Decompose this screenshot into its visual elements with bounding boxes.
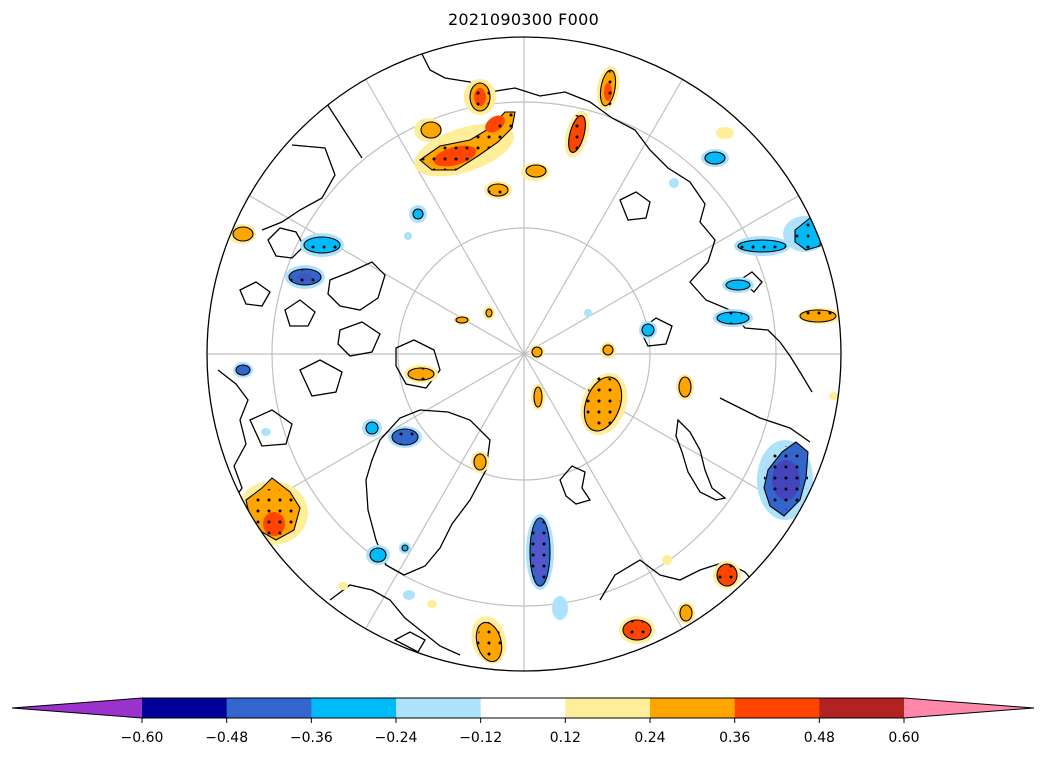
colorbar-tick-label: 0.60 — [888, 730, 919, 746]
colorbar-swatches — [11, 697, 1035, 719]
graticule — [207, 37, 841, 671]
colorbar-tick-label: −0.48 — [205, 730, 248, 746]
colorbar-swatch — [734, 698, 820, 718]
significance-stipple — [246, 70, 836, 662]
colorbar-swatch — [311, 698, 397, 718]
colorbar-swatch — [396, 698, 482, 718]
colorbar-swatch — [480, 698, 566, 718]
colorbar-tick-label: 0.12 — [550, 730, 581, 746]
colorbar-swatch — [650, 698, 736, 718]
colorbar-swatch — [142, 698, 228, 718]
colorbar-swatch — [819, 698, 905, 718]
colorbar-tick-label: −0.24 — [375, 730, 418, 746]
map-title: 2021090300 F000 — [447, 10, 600, 29]
colorbar-tick-label: 0.36 — [719, 730, 750, 746]
colorbar-tick-label: 0.24 — [634, 730, 665, 746]
colorbar-tick-label: 0.48 — [804, 730, 835, 746]
colorbar-extend-high — [904, 698, 1034, 718]
colorbar: −0.60 −0.48 −0.36 −0.24 −0.12 0.12 0.24 0.36 0.4… — [11, 697, 1035, 746]
colorbar-tick-label: −0.60 — [121, 730, 164, 746]
colorbar-tick-label: −0.36 — [290, 730, 333, 746]
colorbar-extend-low — [12, 698, 142, 718]
colorbar-swatch — [226, 698, 312, 718]
colorbar-tick-label: −0.12 — [459, 730, 502, 746]
colorbar-swatch — [565, 698, 651, 718]
polar-map — [206, 36, 842, 672]
map-boundary — [206, 36, 842, 672]
colorbar-ticks: −0.60 −0.48 −0.36 −0.24 −0.12 0.12 0.24 0.36 0.4… — [121, 718, 920, 746]
